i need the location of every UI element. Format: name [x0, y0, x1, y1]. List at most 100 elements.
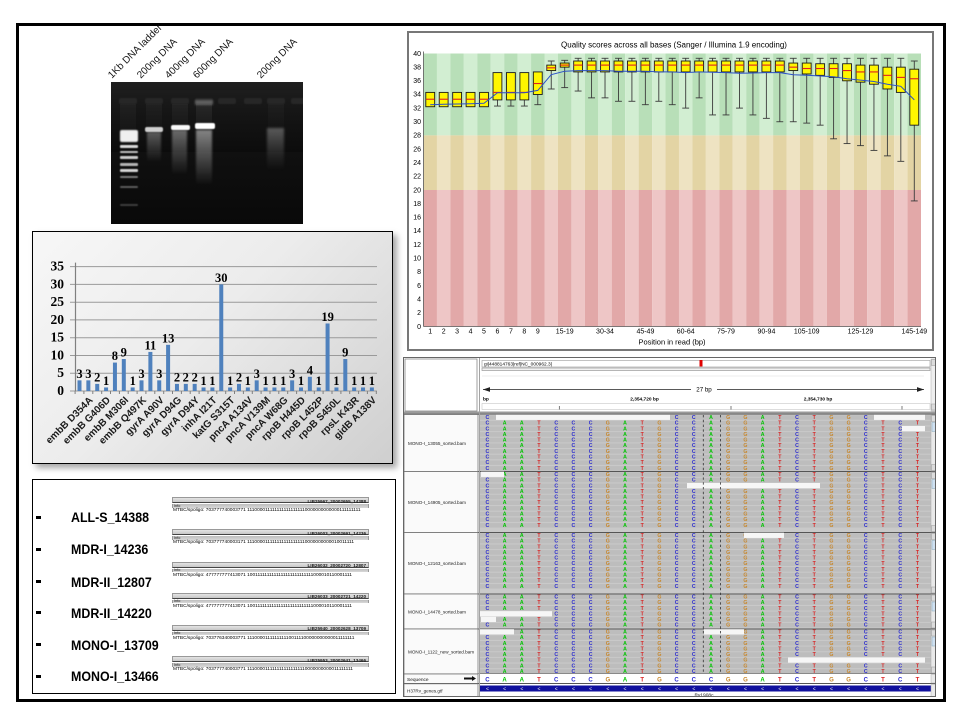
svg-text:<: <: [520, 687, 523, 693]
svg-text:40: 40: [413, 51, 421, 58]
svg-text:2: 2: [442, 329, 446, 336]
svg-text:0: 0: [417, 324, 421, 331]
svg-text:Sequence: Sequence: [407, 677, 429, 683]
svg-text:T: T: [640, 678, 644, 684]
svg-text:1: 1: [316, 374, 322, 388]
svg-text:145-149: 145-149: [901, 329, 927, 336]
svg-text:A: A: [760, 678, 765, 684]
svg-text:<: <: [847, 687, 850, 693]
svg-text:<: <: [864, 687, 867, 693]
svg-text:18: 18: [413, 201, 421, 208]
svg-text:35: 35: [51, 259, 65, 274]
svg-text:2: 2: [192, 370, 198, 384]
svg-text:26: 26: [413, 146, 421, 153]
svg-text:45-49: 45-49: [636, 329, 654, 336]
svg-text:2,354,730 bp: 2,354,730 bp: [804, 397, 833, 403]
svg-text:<: <: [675, 687, 678, 693]
svg-text:9: 9: [121, 346, 127, 360]
svg-text:<: <: [641, 687, 644, 693]
svg-text:4: 4: [417, 297, 421, 304]
svg-text:5: 5: [482, 329, 486, 336]
svg-text:13: 13: [162, 331, 175, 345]
svg-text:Rv1908c: Rv1908c: [695, 693, 715, 697]
svg-text:1: 1: [227, 374, 233, 388]
svg-text:G: G: [726, 678, 731, 684]
svg-text:<: <: [503, 687, 506, 693]
svg-text:10: 10: [413, 256, 421, 263]
svg-text:G: G: [846, 678, 851, 684]
svg-text:Position in read (bp): Position in read (bp): [638, 338, 706, 347]
svg-text:T: T: [778, 678, 782, 684]
svg-text:<: <: [882, 687, 885, 693]
svg-text:60-64: 60-64: [677, 329, 695, 336]
svg-text:2: 2: [417, 310, 421, 317]
svg-text:3: 3: [254, 367, 260, 381]
svg-text:24: 24: [413, 160, 421, 167]
svg-text:30: 30: [413, 119, 421, 126]
svg-text:125-129: 125-129: [848, 329, 874, 336]
svg-text:8: 8: [112, 349, 118, 363]
svg-text:<: <: [813, 687, 816, 693]
svg-text:30: 30: [51, 276, 65, 291]
svg-text:H37Rv_genes.gtf: H37Rv_genes.gtf: [407, 689, 443, 694]
svg-text:T: T: [812, 678, 816, 684]
svg-text:28: 28: [413, 133, 421, 140]
svg-text:14: 14: [413, 228, 421, 235]
svg-text:<: <: [589, 687, 592, 693]
svg-text:1: 1: [103, 374, 109, 388]
svg-text:bp: bp: [483, 397, 489, 403]
svg-text:36: 36: [413, 78, 421, 85]
svg-text:9: 9: [342, 346, 348, 360]
svg-text:A: A: [520, 678, 525, 684]
svg-text:C: C: [554, 678, 559, 684]
svg-text:1: 1: [428, 329, 432, 336]
svg-text:10: 10: [51, 348, 65, 363]
svg-text:105-109: 105-109: [794, 329, 820, 336]
svg-text:6: 6: [496, 329, 500, 336]
svg-text:C: C: [485, 678, 490, 684]
svg-text:C: C: [588, 678, 593, 684]
svg-text:2: 2: [183, 370, 189, 384]
svg-text:38: 38: [413, 64, 421, 71]
svg-text:<: <: [486, 687, 489, 693]
svg-text:1: 1: [280, 374, 286, 388]
svg-text:2,354,720 bp: 2,354,720 bp: [630, 397, 659, 403]
svg-text:3: 3: [289, 367, 295, 381]
svg-text:<: <: [710, 687, 713, 693]
svg-text:G: G: [605, 678, 610, 684]
svg-text:2: 2: [174, 370, 180, 384]
svg-text:<: <: [538, 687, 541, 693]
svg-text:9: 9: [536, 329, 540, 336]
svg-text:3: 3: [76, 367, 82, 381]
svg-text:<: <: [624, 687, 627, 693]
svg-text:3: 3: [455, 329, 459, 336]
svg-text:C: C: [864, 678, 869, 684]
svg-text:11: 11: [144, 338, 156, 352]
svg-text:20: 20: [51, 312, 65, 327]
svg-text:MONO-I_14478_sorted.bam: MONO-I_14478_sorted.bam: [408, 609, 466, 614]
svg-text:8: 8: [522, 329, 526, 336]
svg-text:0: 0: [57, 383, 64, 398]
svg-text:<: <: [899, 687, 902, 693]
svg-text:<: <: [658, 687, 661, 693]
svg-text:C: C: [709, 678, 714, 684]
svg-text:MONO-I_12163_sorted.bam: MONO-I_12163_sorted.bam: [408, 561, 466, 566]
svg-text:A: A: [623, 678, 628, 684]
svg-text:7: 7: [509, 329, 513, 336]
svg-text:16: 16: [413, 215, 421, 222]
svg-text:30-34: 30-34: [596, 329, 614, 336]
svg-text:G: G: [657, 678, 662, 684]
svg-text:15-19: 15-19: [556, 329, 574, 336]
svg-text:G: G: [743, 678, 748, 684]
svg-text:C: C: [795, 678, 800, 684]
svg-text:15: 15: [51, 330, 65, 345]
svg-text:3: 3: [156, 367, 162, 381]
svg-text:<: <: [830, 687, 833, 693]
svg-text:1: 1: [209, 374, 215, 388]
svg-text:<: <: [572, 687, 575, 693]
svg-text:C: C: [692, 678, 697, 684]
svg-text:25: 25: [51, 294, 65, 309]
svg-text:30: 30: [215, 271, 228, 285]
svg-text:20: 20: [413, 187, 421, 194]
svg-text:gi|448814763|ref|NC_000962.3|: gi|448814763|ref|NC_000962.3|: [484, 362, 552, 368]
